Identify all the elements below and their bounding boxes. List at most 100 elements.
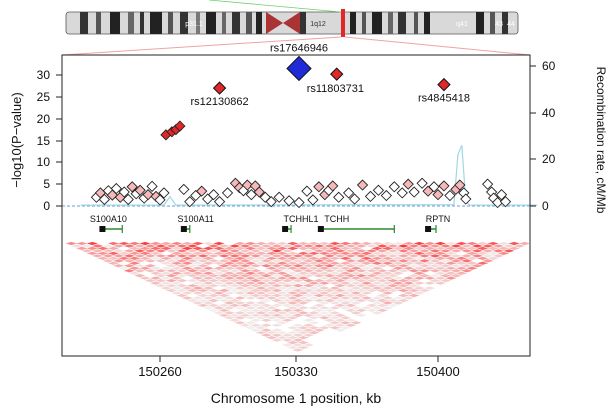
- ld-cell: [208, 288, 220, 293]
- ld-cell: [287, 316, 299, 320]
- snp-point: [98, 193, 111, 206]
- ld-cell: [229, 269, 241, 273]
- ideogram-band: [110, 12, 120, 34]
- ld-cell: [366, 269, 378, 273]
- ld-cell: [292, 254, 304, 258]
- ld-cell: [302, 283, 315, 288]
- ld-cell: [329, 251, 341, 256]
- ld-cell: [418, 259, 431, 263]
- ld-cell: [276, 321, 288, 325]
- ld-cell: [192, 241, 204, 246]
- ld-cell: [334, 274, 346, 278]
- ld-cell: [313, 298, 325, 303]
- ld-cell: [376, 293, 388, 298]
- ld-cell: [424, 256, 436, 260]
- ld-cell: [408, 254, 420, 258]
- ld-cell: [97, 251, 109, 256]
- ld-cell: [155, 249, 167, 253]
- gene-exon: [317, 226, 324, 232]
- ld-cell: [302, 244, 315, 248]
- ld-cell: [392, 261, 404, 265]
- ld-cell: [134, 249, 146, 253]
- ld-cell: [255, 301, 267, 305]
- ideogram-band: [424, 12, 430, 34]
- ld-cell: [234, 311, 246, 315]
- ld-cell: [155, 278, 167, 283]
- ld-cell: [329, 271, 341, 275]
- ld-cell: [324, 269, 336, 273]
- ld-cell: [297, 301, 309, 305]
- ld-cell: [287, 301, 299, 305]
- ld-cell: [287, 281, 299, 285]
- ld-cell: [445, 271, 457, 275]
- ld-cell: [413, 256, 425, 260]
- ld-cell: [302, 278, 315, 283]
- ld-cell: [397, 288, 410, 293]
- ld-cell: [186, 254, 199, 258]
- ld-cell: [255, 326, 267, 330]
- y-tick-label: 5: [43, 177, 50, 191]
- ld-cell: [334, 318, 346, 322]
- ld-cell: [234, 241, 246, 246]
- ld-cell: [339, 251, 352, 256]
- ld-cell: [387, 244, 399, 248]
- ld-cell: [302, 343, 315, 347]
- ld-cell: [445, 276, 457, 280]
- ld-cell: [302, 323, 315, 327]
- ld-cell: [360, 271, 373, 275]
- ld-cell: [397, 298, 410, 303]
- ld-cell: [397, 264, 410, 268]
- ld-cell: [223, 266, 236, 270]
- ld-cell: [165, 249, 178, 253]
- ld-cell: [244, 251, 257, 256]
- ld-cell: [376, 269, 388, 273]
- ld-cell: [350, 256, 362, 260]
- ld-cell: [508, 246, 520, 251]
- ld-cell: [382, 276, 394, 280]
- y-tick-label: 25: [37, 90, 51, 104]
- ld-cell: [192, 271, 204, 275]
- ld-cell: [345, 264, 357, 268]
- ld-cell: [482, 244, 494, 248]
- y-tick-label: 15: [37, 134, 51, 148]
- snp-point: [273, 191, 285, 203]
- ld-cell: [308, 306, 320, 310]
- ld-cell: [208, 259, 220, 263]
- ld-cell: [202, 271, 214, 275]
- ld-cell: [260, 318, 272, 322]
- ld-cell: [371, 251, 383, 256]
- ld-cell: [128, 256, 141, 260]
- ld-cell: [297, 281, 309, 285]
- ld-cell: [334, 249, 346, 253]
- y-tick-label: 0: [43, 199, 50, 213]
- ld-cell: [202, 256, 214, 260]
- ld-cell: [266, 281, 278, 285]
- ld-cell: [445, 256, 457, 260]
- ld-cell: [176, 264, 188, 268]
- snp-point: [265, 195, 277, 208]
- ld-cell: [250, 303, 262, 308]
- ld-cell: [403, 261, 415, 265]
- snp-point: [327, 180, 339, 192]
- ld-cell: [482, 249, 494, 253]
- ld-cell: [482, 254, 494, 258]
- ld-cell: [376, 274, 388, 278]
- ld-cell: [287, 246, 299, 251]
- ld-cell: [345, 308, 357, 313]
- ld-cell: [318, 281, 330, 285]
- ld-cell: [382, 296, 394, 300]
- ld-cell: [366, 274, 378, 278]
- ld-cell: [355, 293, 367, 298]
- labeled-snp-label: rs12130862: [191, 96, 249, 108]
- ld-cell: [345, 254, 357, 258]
- ld-cell: [424, 276, 436, 280]
- ld-cell: [382, 281, 394, 285]
- ld-cell: [408, 259, 420, 263]
- ld-cell: [434, 276, 446, 280]
- ld-cell: [302, 333, 315, 337]
- ld-cell: [223, 271, 236, 275]
- ld-cell: [287, 286, 299, 290]
- ld-cell: [308, 246, 320, 251]
- ld-cell: [408, 264, 420, 268]
